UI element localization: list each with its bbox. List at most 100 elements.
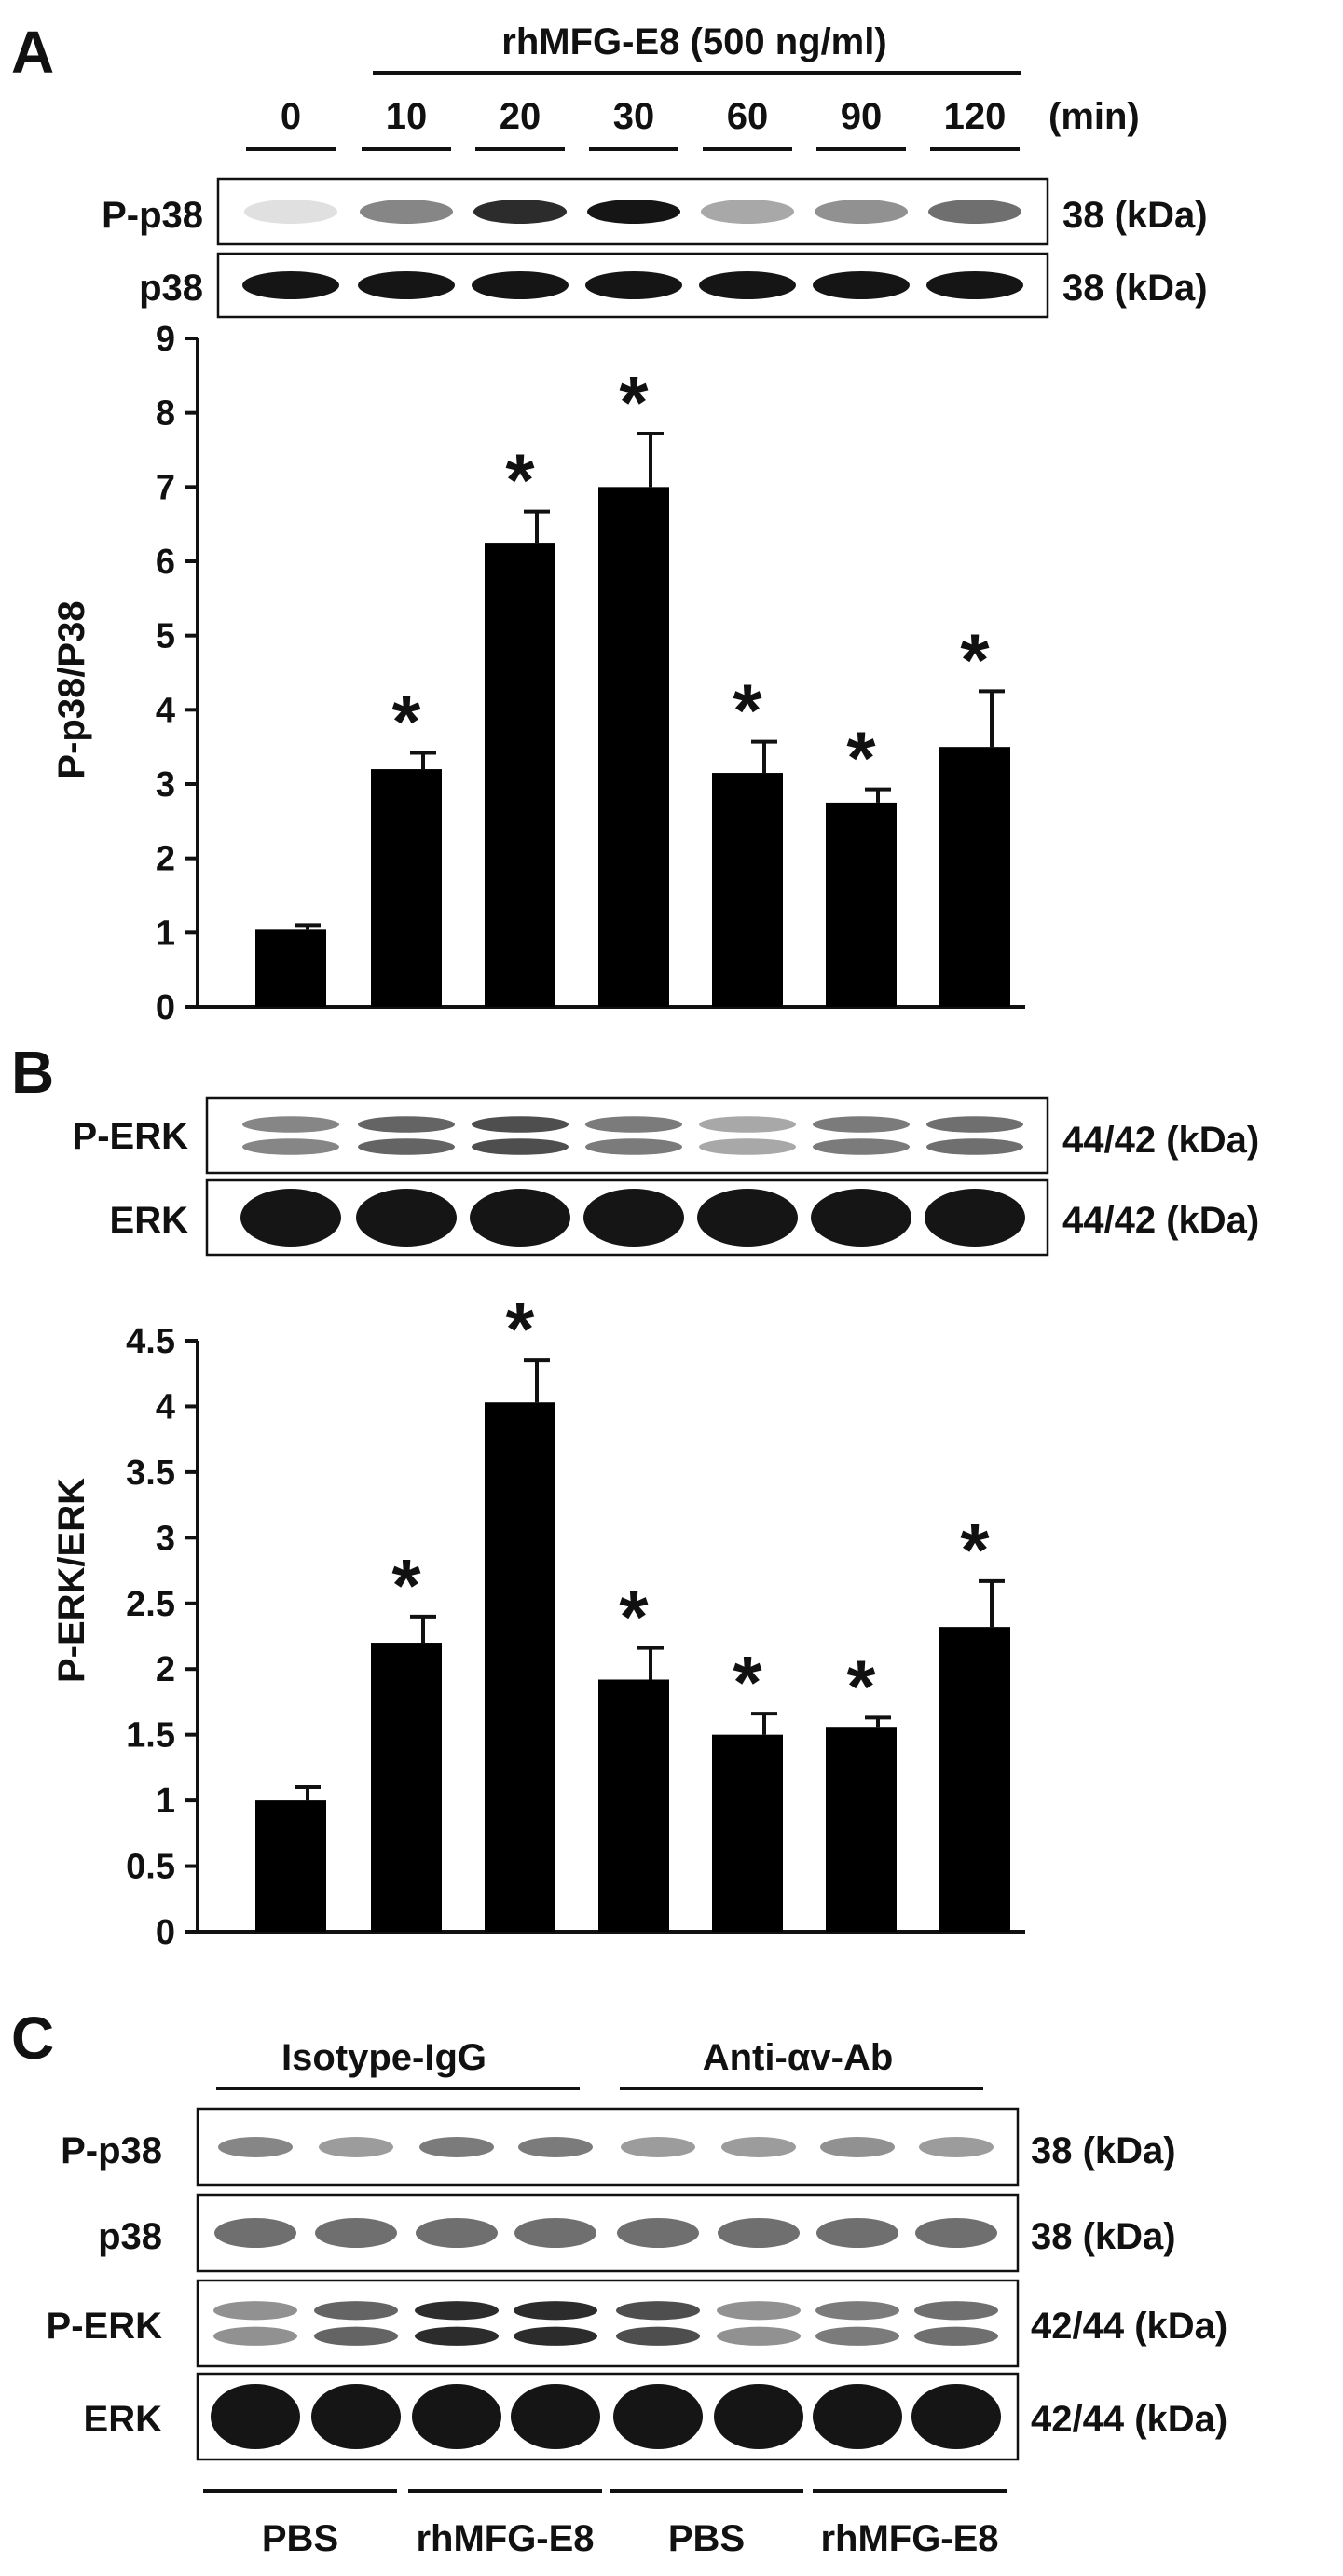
y-tick-label: 4 [156, 1387, 175, 1426]
blot-band [472, 1116, 569, 1133]
bar [598, 1679, 669, 1932]
blot-band [699, 1116, 796, 1133]
blot-band [314, 2326, 398, 2346]
blot-band [213, 2301, 297, 2321]
blot-band [472, 271, 569, 299]
y-tick-label: 3.5 [126, 1453, 175, 1493]
bar [826, 802, 897, 1007]
blot-band [813, 271, 910, 299]
bar [485, 1402, 555, 1932]
bar [485, 543, 555, 1007]
blot-band [815, 2326, 899, 2346]
blot-b-erk: ERK 44/42 (kDa) [110, 1178, 1259, 1257]
bar [939, 747, 1010, 1007]
blot-band [815, 2301, 899, 2321]
bar [371, 1643, 442, 1932]
blot-band [585, 271, 682, 299]
blot-band [415, 2301, 499, 2321]
blot-c-phospho-p38-label: P-p38 [61, 2130, 162, 2171]
significance-marker: * [505, 439, 535, 522]
blot-band [314, 2301, 398, 2321]
blot-band [472, 1138, 569, 1155]
significance-marker: * [846, 1645, 876, 1728]
blot-c-p38: p38 38 (kDa) [98, 2193, 1176, 2273]
lane-label: 30 [613, 96, 655, 137]
treatment-label: rhMFG-E8 [416, 2518, 594, 2559]
blot-band [358, 1138, 455, 1155]
bar [939, 1627, 1010, 1932]
blot-b-erk-label: ERK [110, 1200, 189, 1241]
significance-marker: * [960, 1508, 990, 1591]
blot-band [816, 2218, 898, 2248]
y-tick-label: 3 [156, 765, 175, 805]
blot-a-phospho-p38-label: P-p38 [102, 195, 203, 236]
y-tick-label: 0 [156, 1913, 175, 1952]
lane-label: 20 [500, 96, 541, 137]
lane-label: 10 [386, 96, 428, 137]
blot-c-erk-label: ERK [84, 2399, 163, 2440]
blot-band [518, 2137, 593, 2157]
blot-band [470, 1189, 570, 1247]
blot-a-p38-size: 38 (kDa) [1062, 268, 1208, 309]
blot-band [315, 2218, 397, 2248]
bar [712, 773, 783, 1007]
blot-band [718, 2218, 800, 2248]
significance-marker: * [619, 1576, 649, 1659]
blot-band [416, 2218, 498, 2248]
blot-b-erk-size: 44/42 (kDa) [1062, 1200, 1259, 1241]
y-tick-label: 2.5 [126, 1585, 175, 1624]
blot-band [616, 2301, 700, 2321]
blot-band [214, 2218, 296, 2248]
blot-band [926, 1138, 1023, 1155]
blot-band [915, 2218, 997, 2248]
blot-band [813, 2384, 902, 2449]
blot-band [925, 1189, 1025, 1247]
blot-band [514, 2301, 597, 2321]
blot-band [242, 271, 339, 299]
blot-band [928, 200, 1021, 224]
y-tick-label: 2 [156, 1650, 175, 1689]
blot-c-phospho-erk-bands [213, 2301, 998, 2346]
blot-a-phospho-p38-size: 38 (kDa) [1062, 195, 1208, 236]
blot-band [358, 271, 455, 299]
blot-band [813, 1116, 910, 1133]
treatment-label: rhMFG-E8 [820, 2518, 998, 2559]
blot-c-erk-size: 42/44 (kDa) [1031, 2399, 1227, 2440]
blot-c-phospho-erk-frame [196, 2279, 1020, 2368]
blot-band [514, 2218, 596, 2248]
blot-band [587, 200, 680, 224]
blot-c-p38-label: p38 [98, 2216, 162, 2257]
blot-a-p38-bands [242, 271, 1023, 299]
blot-band [701, 200, 794, 224]
treatment-labels: PBS rhMFG-E8 PBS rhMFG-E8 [203, 2489, 1007, 2559]
blot-c-phospho-p38-bands [218, 2137, 994, 2157]
blot-band [319, 2137, 393, 2157]
blot-band [358, 1116, 455, 1133]
blot-b-phospho-erk-bands [242, 1116, 1023, 1155]
lane-label: 120 [944, 96, 1007, 137]
y-tick-label: 0.5 [126, 1848, 175, 1887]
chart-a-ylabel: P-p38/P38 [51, 600, 92, 778]
blot-band [813, 1138, 910, 1155]
blot-band [585, 1116, 682, 1133]
blot-band [617, 2218, 699, 2248]
y-tick-label: 0 [156, 988, 175, 1027]
blot-band [583, 1189, 684, 1247]
group-label-isotype: Isotype-IgG [281, 2037, 486, 2078]
bar [371, 769, 442, 1007]
blot-band [360, 200, 453, 224]
significance-marker: * [619, 361, 649, 444]
blot-band [914, 2301, 998, 2321]
blot-band [585, 1138, 682, 1155]
blot-a-phospho-p38-bands [244, 200, 1021, 224]
blot-b-phospho-erk-frame [205, 1096, 1049, 1175]
blot-band [919, 2137, 994, 2157]
blot-band [473, 200, 567, 224]
bar [712, 1734, 783, 1932]
blot-c-erk: ERK 42/44 (kDa) [84, 2372, 1227, 2461]
significance-marker: * [505, 1288, 535, 1371]
significance-marker: * [733, 669, 762, 752]
lane-label: 0 [281, 96, 301, 137]
blot-band [311, 2384, 401, 2449]
